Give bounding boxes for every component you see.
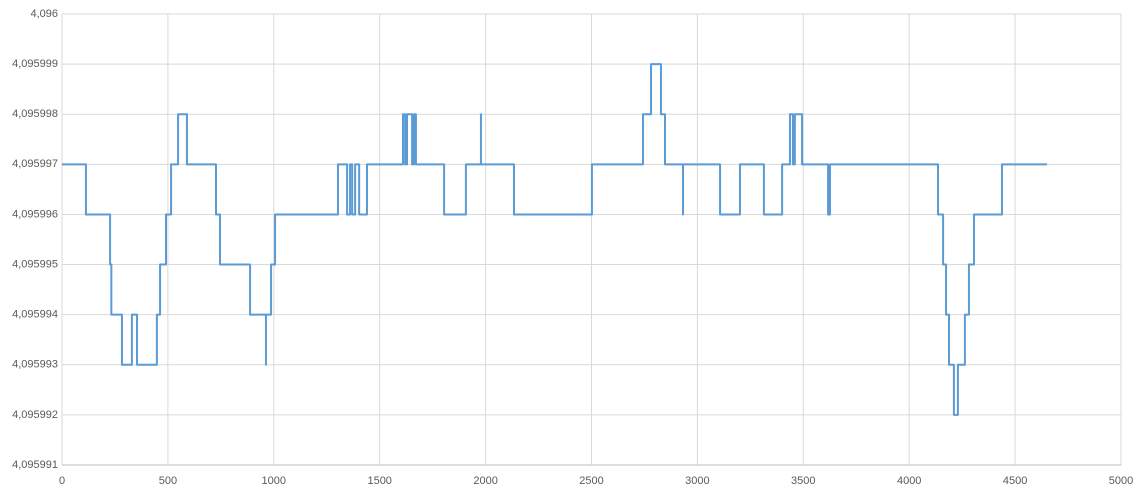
x-tick-label: 0 [59,475,65,487]
y-tick-label: 4,095991 [12,459,58,471]
y-tick-label: 4,095994 [12,309,58,321]
x-tick-label: 1500 [367,475,391,487]
x-tick-label: 5000 [1109,475,1133,487]
x-tick-label: 3500 [791,475,815,487]
y-tick-label: 4,095996 [12,208,58,220]
y-tick-label: 4,095992 [12,409,58,421]
x-tick-label: 3000 [685,475,709,487]
y-tick-label: 4,095999 [12,58,58,70]
x-tick-label: 2000 [473,475,497,487]
y-tick-label: 4,096 [30,8,58,20]
x-tick-label: 4000 [897,475,921,487]
x-tick-label: 500 [159,475,177,487]
x-tick-label: 2500 [579,475,603,487]
x-tick-label: 4500 [1003,475,1027,487]
line-series [62,63,1048,416]
y-tick-label: 4,095993 [12,359,58,371]
y-tick-label: 4,095998 [12,108,58,120]
y-tick-label: 4,095995 [12,258,58,270]
y-tick-label: 4,095997 [12,158,58,170]
x-tick-label: 1000 [262,475,286,487]
